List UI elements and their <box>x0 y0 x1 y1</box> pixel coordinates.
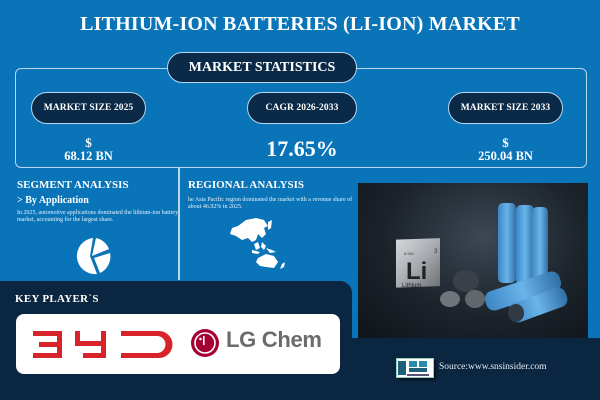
lg-logo-icon <box>191 329 219 357</box>
regional-analysis-title: REGIONAL ANALYSIS <box>188 179 305 191</box>
lithium-batteries-photo: 6.941 3 Li Lithium <box>358 183 588 338</box>
sns-insider-logo <box>396 358 434 378</box>
svg-text:Lithium: Lithium <box>402 283 421 289</box>
page-title: LITHIUM-ION BATTERIES (LI-ION) MARKET <box>80 13 520 35</box>
stat-pill-cagr: CAGR 2026-2033 <box>247 92 357 124</box>
svg-text:6.941: 6.941 <box>404 251 415 256</box>
source-link[interactable]: Source:www.snsinsider.com <box>439 362 547 372</box>
market-statistics-pill: MARKET STATISTICS <box>167 52 357 83</box>
stat-label: MARKET SIZE 2025 <box>43 103 134 113</box>
pie-chart-icon <box>76 238 111 275</box>
asia-pacific-map-icon <box>230 218 285 269</box>
market-statistics-label: MARKET STATISTICS <box>188 59 336 75</box>
stat-number: 68.12 BN <box>64 148 113 163</box>
currency-symbol: $ <box>502 135 509 150</box>
stat-value-cagr: 17.65% <box>266 136 338 161</box>
stat-pill-market-size-2033: MARKET SIZE 2033 <box>448 92 563 124</box>
stat-value-market-size-2025: $ 68.12 BN <box>31 136 146 163</box>
lithium-element-and-batteries-illustration: 6.941 3 Li Lithium <box>396 203 568 323</box>
stat-label: CAGR 2026-2033 <box>265 103 339 113</box>
byd-logo <box>33 331 173 358</box>
key-players-logos-box <box>16 314 340 374</box>
svg-text:3: 3 <box>434 249 438 255</box>
svg-text:Li: Li <box>406 258 427 285</box>
stat-label: MARKET SIZE 2033 <box>460 103 551 113</box>
footer-bar <box>345 338 600 400</box>
key-players-title: KEY PLAYER`S <box>15 293 99 305</box>
lg-chem-wordmark: LG Chem <box>226 327 322 352</box>
regional-analysis-description: he Asia Pacific region dominated the mar… <box>188 197 353 211</box>
segment-analysis-description: In 2025, automotive applications dominat… <box>17 210 179 224</box>
stat-value-market-size-2033: $ 250.04 BN <box>448 136 563 163</box>
currency-symbol: $ <box>85 135 92 150</box>
stat-pill-market-size-2025: MARKET SIZE 2025 <box>31 92 146 124</box>
section-divider <box>178 168 180 280</box>
segment-analysis-title: SEGMENT ANALYSIS <box>17 179 129 191</box>
segment-analysis-subtitle: > By Application <box>17 195 89 206</box>
stat-number: 250.04 BN <box>478 148 533 163</box>
